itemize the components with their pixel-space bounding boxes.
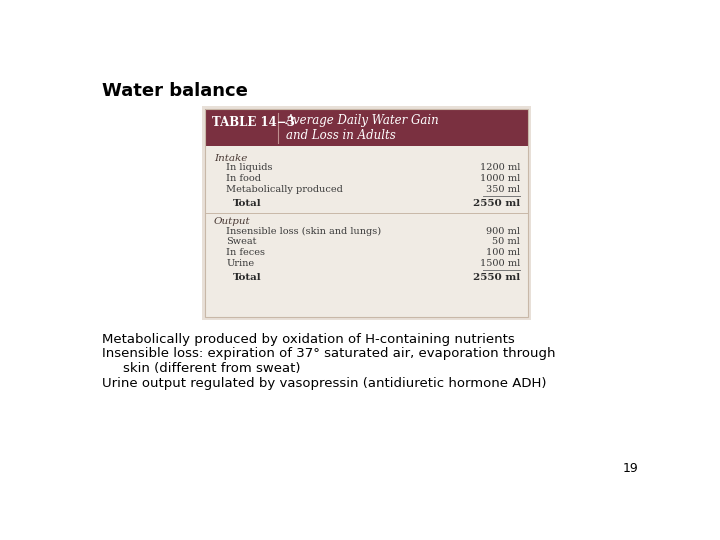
Text: In food: In food	[226, 174, 261, 183]
Text: Urine: Urine	[226, 259, 255, 268]
Text: 1500 ml: 1500 ml	[480, 259, 520, 268]
Text: In liquids: In liquids	[226, 164, 273, 172]
Text: Water balance: Water balance	[102, 82, 248, 100]
Text: Total: Total	[233, 199, 261, 208]
Text: Intake: Intake	[214, 154, 248, 163]
Bar	[204, 146, 528, 318]
Text: 2550 ml: 2550 ml	[473, 199, 520, 208]
Text: 19: 19	[623, 462, 639, 475]
Text: 1000 ml: 1000 ml	[480, 174, 520, 183]
Text: 900 ml: 900 ml	[486, 226, 520, 235]
Text: Sweat: Sweat	[226, 237, 257, 246]
Bar	[204, 110, 528, 318]
Text: Average Daily Water Gain
and Loss in Adults: Average Daily Water Gain and Loss in Adu…	[286, 114, 440, 142]
Bar	[204, 110, 528, 146]
Text: In feces: In feces	[226, 248, 266, 257]
Text: Total: Total	[233, 273, 261, 282]
Text: Metabolically produced by oxidation of H-containing nutrients: Metabolically produced by oxidation of H…	[102, 333, 514, 346]
Bar	[202, 106, 531, 320]
Text: Insensible loss: expiration of 37° saturated air, evaporation through: Insensible loss: expiration of 37° satur…	[102, 347, 555, 360]
Text: 50 ml: 50 ml	[492, 237, 520, 246]
Text: 1200 ml: 1200 ml	[480, 164, 520, 172]
Text: Metabolically produced: Metabolically produced	[226, 185, 343, 194]
Text: Insensible loss (skin and lungs): Insensible loss (skin and lungs)	[226, 226, 382, 235]
Text: TABLE 14−3: TABLE 14−3	[212, 116, 295, 129]
Text: 2550 ml: 2550 ml	[473, 273, 520, 282]
Text: 100 ml: 100 ml	[486, 248, 520, 257]
Text: 350 ml: 350 ml	[486, 185, 520, 194]
Text: Output: Output	[214, 217, 251, 226]
Text: Urine output regulated by vasopressin (antidiuretic hormone ADH): Urine output regulated by vasopressin (a…	[102, 377, 546, 390]
Text: skin (different from sweat): skin (different from sweat)	[123, 362, 301, 375]
